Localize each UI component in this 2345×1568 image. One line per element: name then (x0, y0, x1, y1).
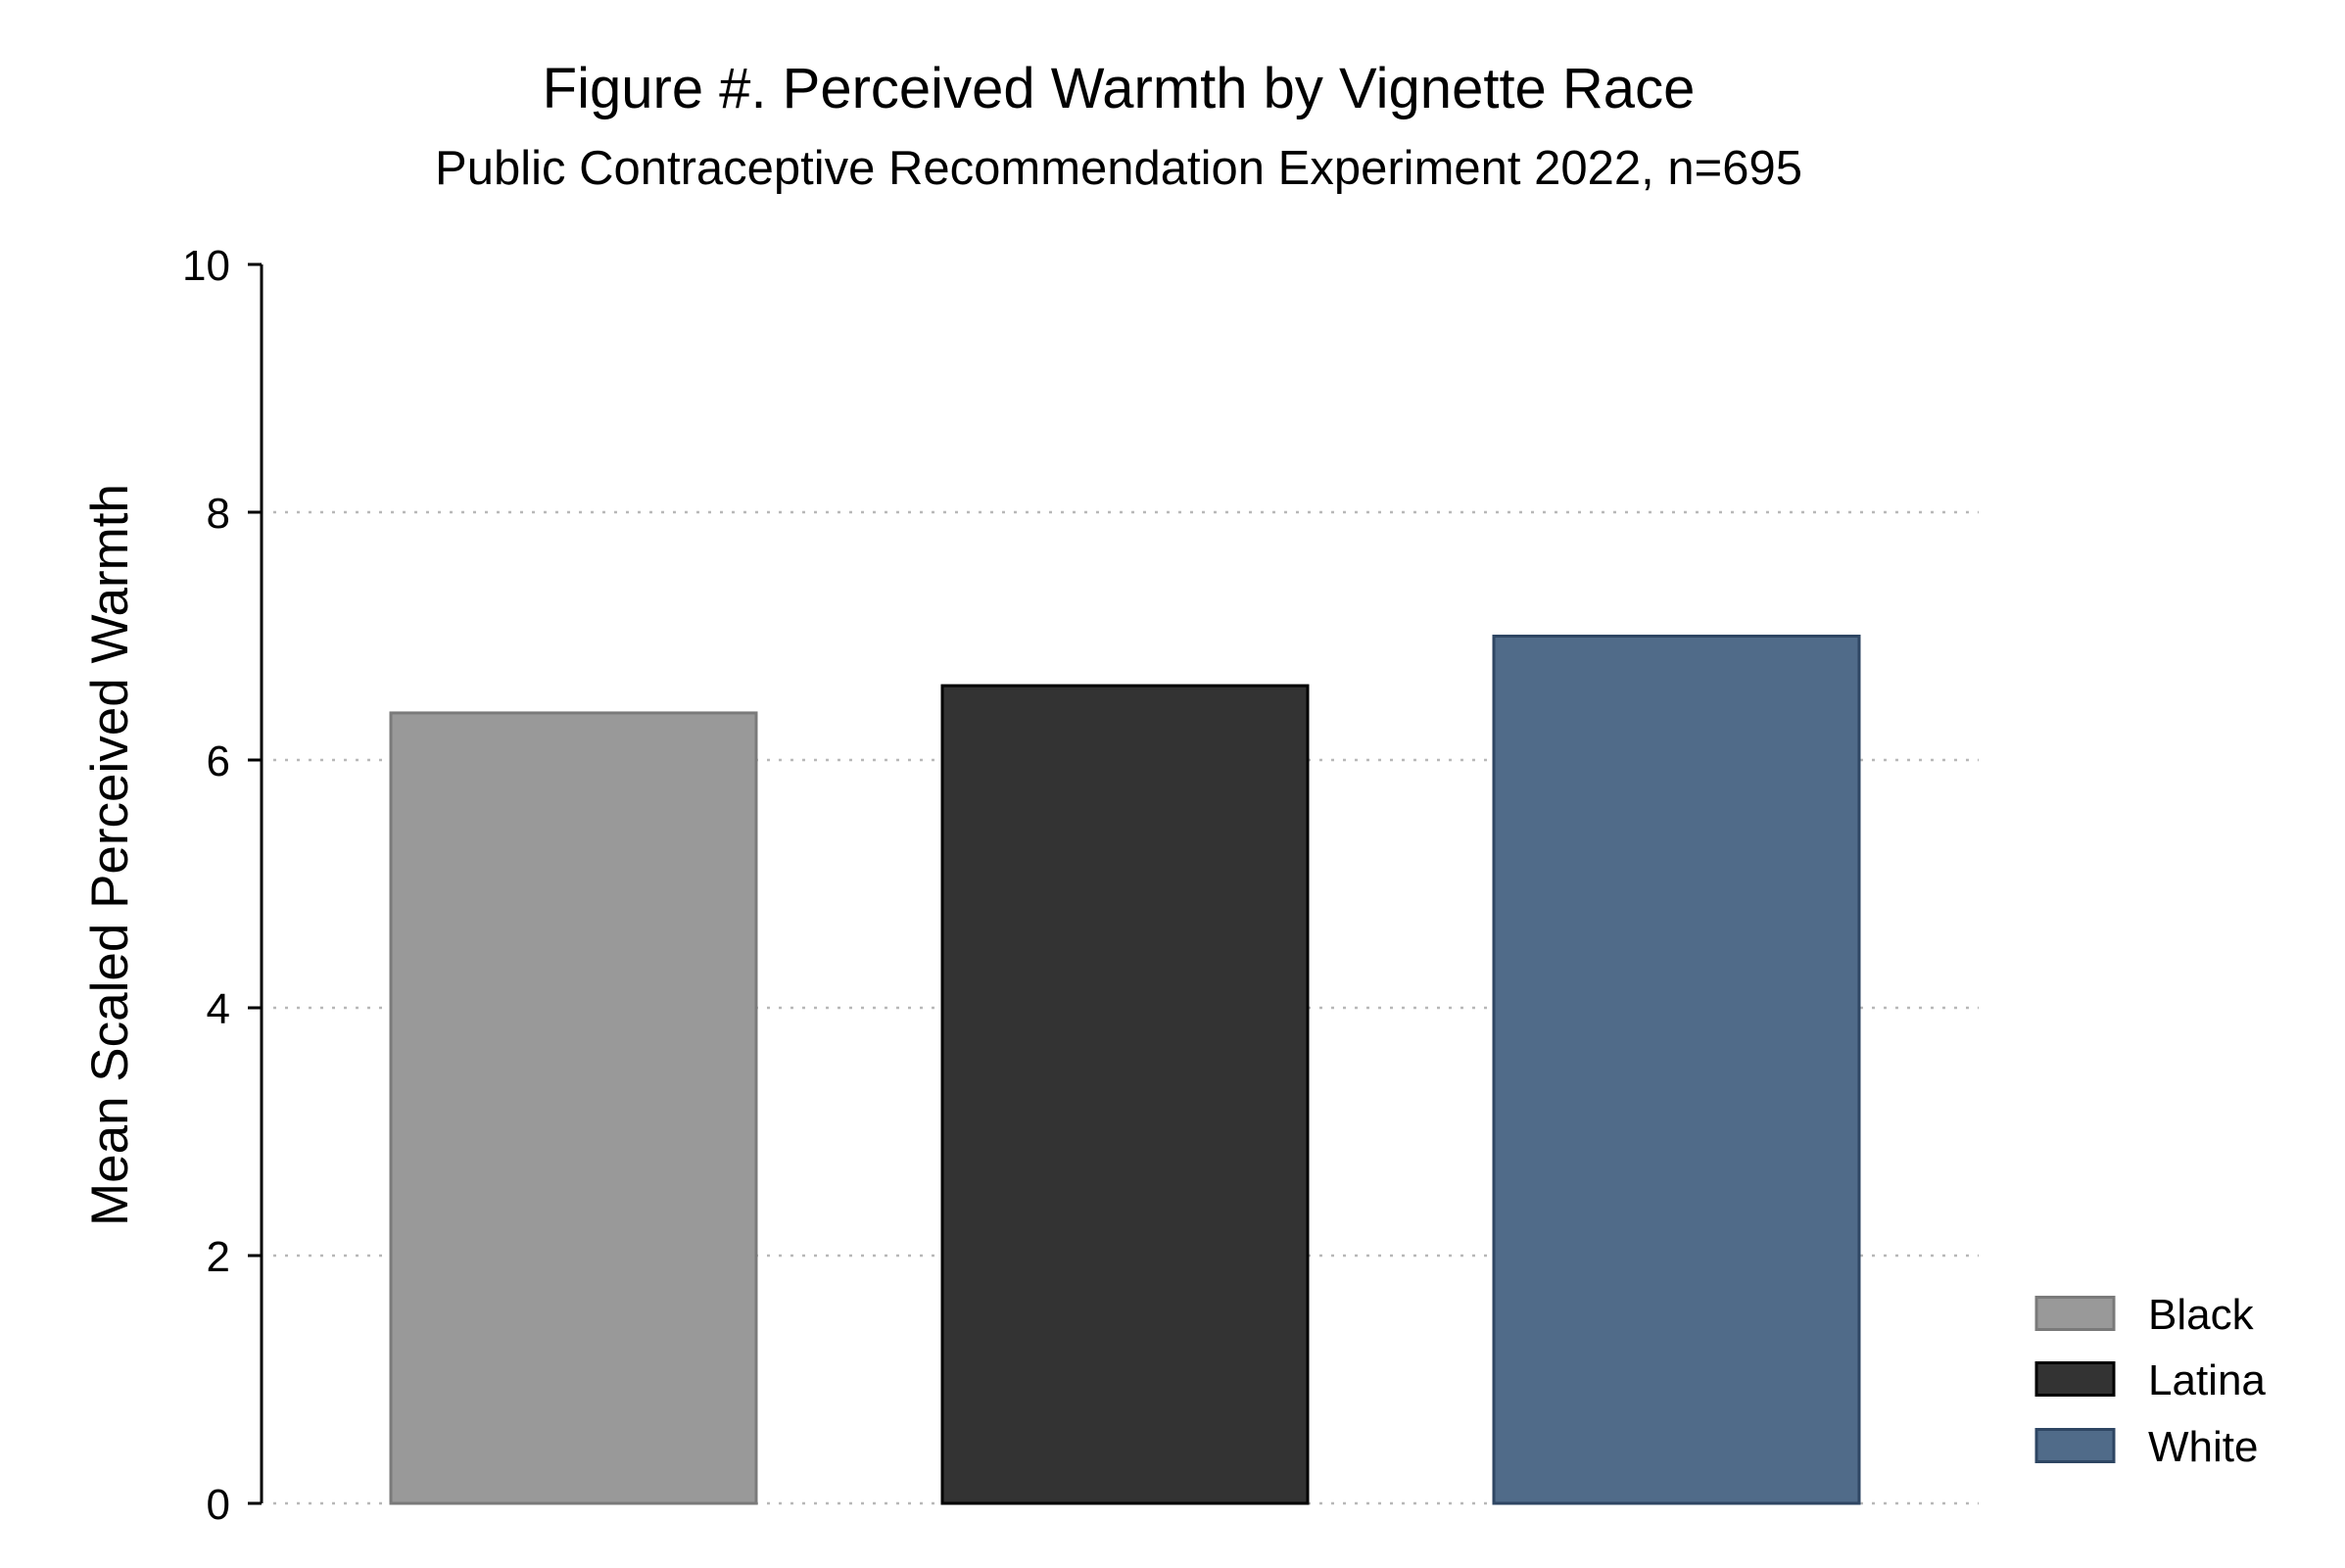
legend-swatch-latina (2034, 1361, 2116, 1397)
chart-subtitle: Public Contraceptive Recommendation Expe… (435, 142, 1802, 195)
legend-swatch-white (2034, 1428, 2116, 1463)
legend-label-white: White (2148, 1423, 2258, 1471)
bar-black (389, 711, 758, 1505)
y-tick-label: 0 (207, 1481, 230, 1529)
legend: Black Latina White (2034, 1291, 2266, 1471)
legend-label-latina: Latina (2148, 1356, 2266, 1404)
y-tick-label: 8 (207, 490, 230, 538)
y-axis-label: Mean Scaled Perceived Warmth (81, 484, 139, 1226)
y-tick-label: 10 (182, 242, 230, 290)
bar-latina (940, 684, 1310, 1505)
y-tick-label: 6 (207, 737, 230, 785)
chart-title: Figure #. Perceived Warmth by Vignette R… (543, 57, 1696, 120)
bar-white (1492, 635, 1861, 1505)
y-axis: 0 2 4 6 8 10 (182, 242, 263, 1529)
bars (389, 635, 1861, 1505)
legend-label-black: Black (2148, 1291, 2255, 1339)
y-tick-label: 4 (207, 985, 230, 1033)
legend-swatch-black (2034, 1296, 2116, 1331)
y-tick-label: 2 (207, 1233, 230, 1281)
